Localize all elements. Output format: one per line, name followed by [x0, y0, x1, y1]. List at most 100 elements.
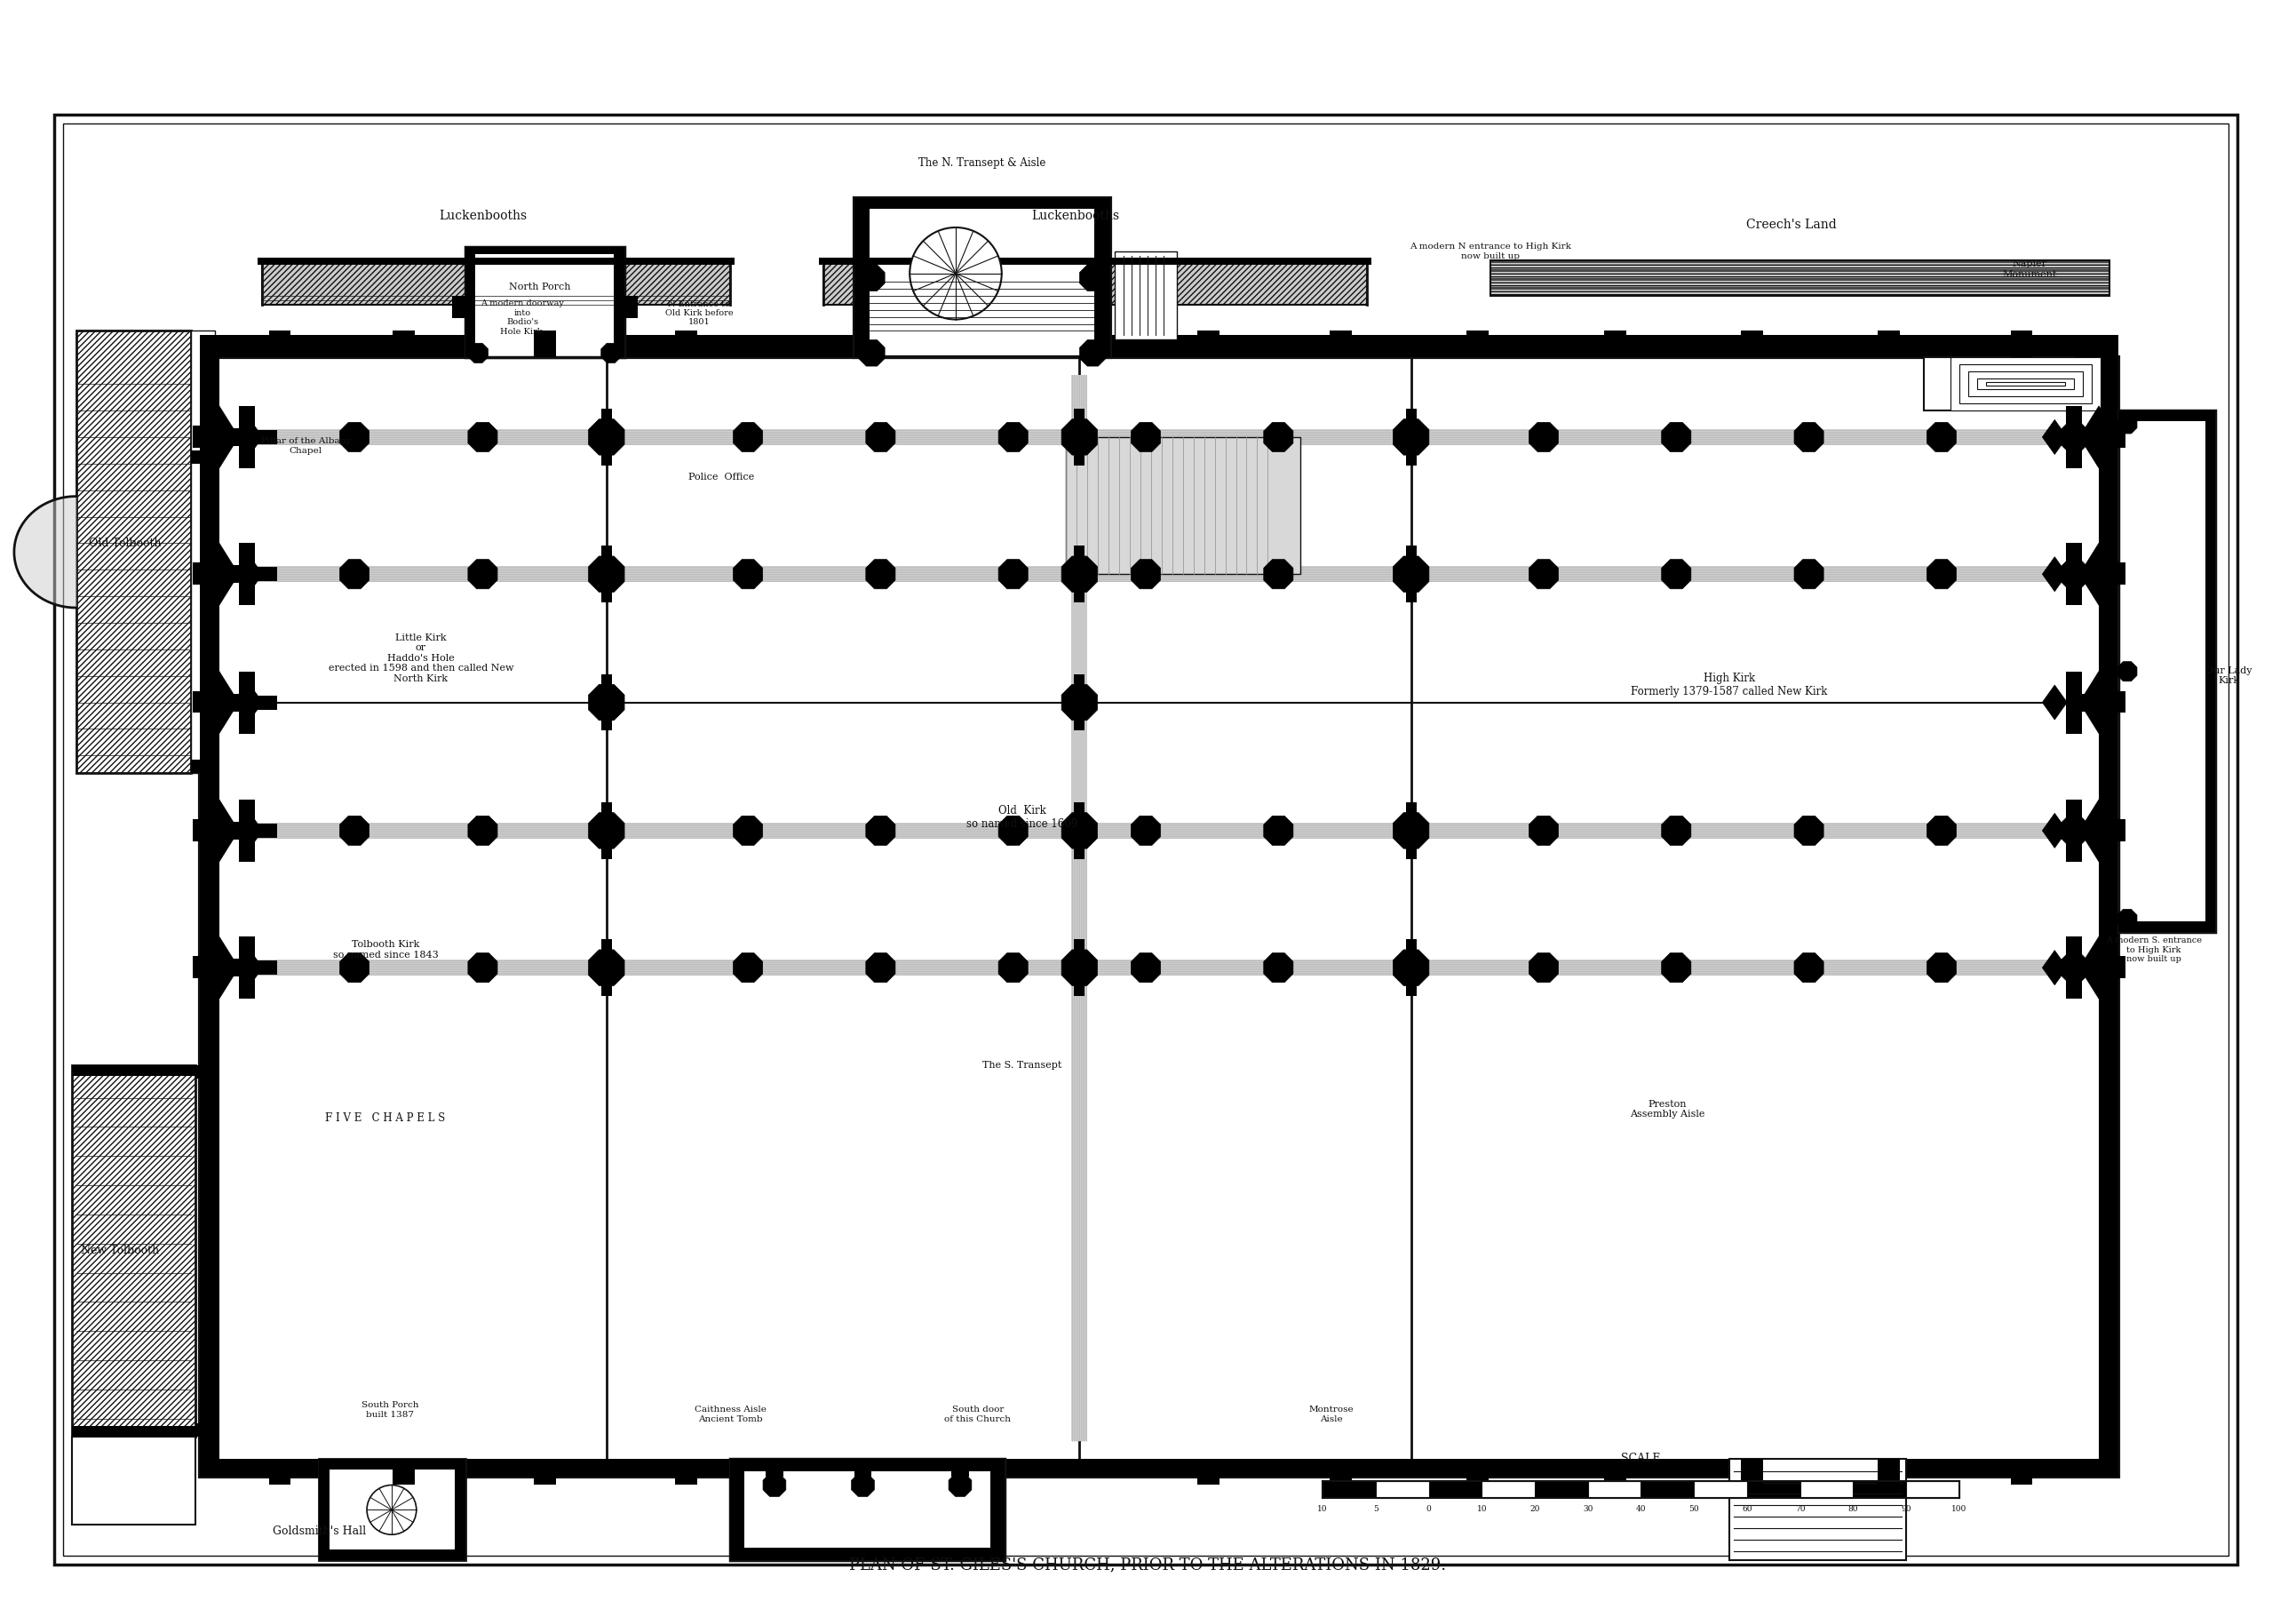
- Polygon shape: [1263, 559, 1293, 589]
- Bar: [1075, 939, 1084, 952]
- Polygon shape: [2080, 671, 2119, 734]
- Polygon shape: [1061, 813, 1097, 849]
- Bar: [2099, 563, 2126, 585]
- Bar: [1878, 331, 1901, 357]
- Polygon shape: [999, 817, 1029, 846]
- Text: The S. Transept: The S. Transept: [983, 1061, 1061, 1069]
- Bar: [466, 247, 625, 357]
- Text: Goldsmith's Hall: Goldsmith's Hall: [273, 1525, 365, 1536]
- Bar: [1968, 372, 2082, 396]
- Polygon shape: [588, 813, 625, 849]
- Bar: [193, 956, 218, 978]
- Polygon shape: [588, 556, 625, 592]
- Bar: [239, 964, 266, 972]
- Bar: [71, 1426, 195, 1436]
- Polygon shape: [999, 422, 1029, 451]
- Bar: [2099, 690, 2126, 713]
- Bar: [1481, 1481, 1534, 1499]
- Bar: [191, 331, 216, 773]
- Polygon shape: [859, 340, 884, 365]
- Bar: [1853, 1481, 1906, 1499]
- Bar: [209, 823, 253, 838]
- Bar: [191, 760, 218, 773]
- Polygon shape: [2043, 556, 2066, 592]
- Polygon shape: [592, 952, 622, 983]
- Bar: [1958, 364, 2092, 404]
- Text: Luckenbooths: Luckenbooths: [1031, 210, 1118, 222]
- Polygon shape: [340, 817, 370, 846]
- Bar: [239, 936, 255, 999]
- Bar: [257, 257, 735, 265]
- Polygon shape: [468, 343, 489, 362]
- Polygon shape: [1793, 559, 1823, 589]
- Bar: [239, 799, 255, 862]
- Bar: [2066, 799, 2082, 862]
- Polygon shape: [999, 559, 1029, 589]
- Bar: [319, 1459, 466, 1560]
- Bar: [1075, 590, 1084, 603]
- Text: Creech's Land: Creech's Land: [1745, 218, 1837, 231]
- Circle shape: [909, 228, 1001, 320]
- Bar: [1116, 251, 1178, 340]
- Bar: [602, 453, 611, 466]
- Polygon shape: [1662, 422, 1690, 451]
- Bar: [200, 357, 218, 1476]
- Bar: [1405, 453, 1417, 466]
- Bar: [2069, 429, 2094, 446]
- Bar: [602, 590, 611, 603]
- Bar: [2119, 922, 2216, 933]
- Bar: [193, 690, 218, 713]
- Polygon shape: [1394, 813, 1428, 849]
- Polygon shape: [200, 936, 239, 999]
- Polygon shape: [1079, 340, 1107, 365]
- Bar: [2066, 936, 2082, 999]
- Bar: [2066, 406, 2082, 469]
- Polygon shape: [1396, 817, 1426, 846]
- Text: Pillar of the Albany
Chapel: Pillar of the Albany Chapel: [262, 437, 351, 454]
- Bar: [1605, 1459, 1626, 1484]
- Bar: [1747, 1481, 1800, 1499]
- Polygon shape: [1394, 949, 1428, 986]
- Bar: [2066, 960, 2110, 975]
- Text: Little Kirk
or
Haddo's Hole
erected in 1598 and then called New
North Kirk: Little Kirk or Haddo's Hole erected in 1…: [328, 634, 514, 684]
- Bar: [854, 199, 1111, 357]
- Bar: [393, 331, 416, 357]
- Polygon shape: [2117, 909, 2138, 928]
- Polygon shape: [1263, 952, 1293, 983]
- Polygon shape: [592, 817, 622, 846]
- Polygon shape: [732, 559, 762, 589]
- Polygon shape: [200, 543, 239, 605]
- Polygon shape: [200, 799, 239, 862]
- Polygon shape: [468, 817, 498, 846]
- Bar: [602, 802, 611, 815]
- Text: 10: 10: [1476, 1505, 1488, 1514]
- Polygon shape: [1529, 817, 1559, 846]
- Text: 70: 70: [1795, 1505, 1805, 1514]
- Text: 5: 5: [1373, 1505, 1378, 1514]
- Polygon shape: [468, 559, 498, 589]
- Polygon shape: [1263, 422, 1293, 451]
- Text: N Entrance to
Old Kirk before
1801: N Entrance to Old Kirk before 1801: [666, 301, 732, 327]
- Bar: [2069, 566, 2094, 584]
- Bar: [269, 1459, 292, 1484]
- Bar: [951, 1459, 969, 1476]
- Polygon shape: [1394, 419, 1428, 454]
- Polygon shape: [340, 422, 370, 451]
- Text: PLAN OF ST. GILES'S CHURCH, PRIOR TO THE ALTERATIONS IN 1829.: PLAN OF ST. GILES'S CHURCH, PRIOR TO THE…: [850, 1557, 1446, 1573]
- Bar: [613, 247, 625, 357]
- Bar: [1072, 375, 1088, 1441]
- Polygon shape: [1793, 952, 1823, 983]
- Bar: [239, 571, 266, 577]
- Text: 60: 60: [1743, 1505, 1752, 1514]
- Bar: [675, 1459, 698, 1484]
- Bar: [602, 847, 611, 859]
- Bar: [1075, 847, 1084, 859]
- Bar: [223, 821, 250, 839]
- Text: The N. Transept & Aisle: The N. Transept & Aisle: [918, 157, 1047, 168]
- Bar: [2099, 357, 2119, 1476]
- Bar: [820, 257, 1371, 265]
- Text: 100: 100: [1952, 1505, 1968, 1514]
- Polygon shape: [468, 952, 498, 983]
- Bar: [455, 1459, 466, 1560]
- Polygon shape: [1061, 684, 1097, 720]
